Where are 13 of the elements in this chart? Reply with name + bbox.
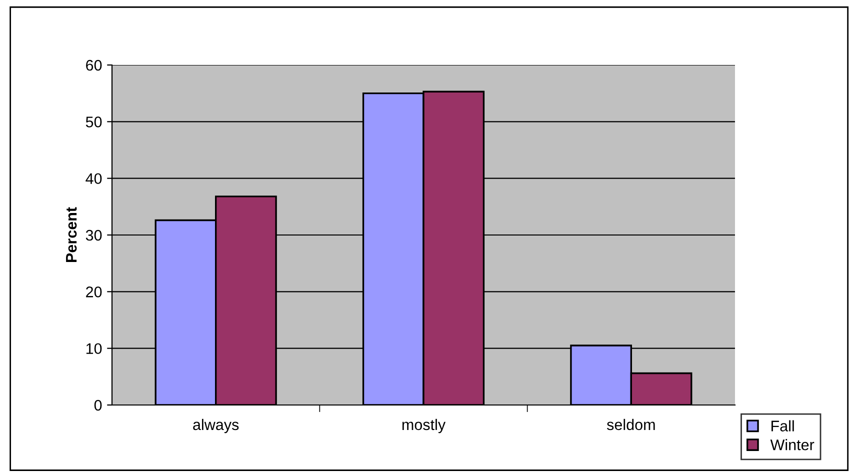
- y-tick-label: 10: [86, 343, 102, 354]
- legend-label: Winter: [770, 439, 814, 450]
- y-axis-title: Percent: [66, 207, 77, 262]
- y-tick-label: 50: [86, 116, 102, 128]
- x-tick-label: seldom: [606, 418, 655, 430]
- x-tick-label: mostly: [402, 418, 446, 434]
- legend-label: Fall: [772, 420, 794, 432]
- y-tick-label: 30: [86, 230, 102, 241]
- y-tick-label: 20: [86, 286, 102, 298]
- x-tick-label: always: [193, 418, 239, 434]
- y-tick-label: 40: [86, 173, 102, 184]
- y-tick-label: 0: [94, 400, 102, 411]
- y-tick-label: 60: [86, 60, 102, 71]
